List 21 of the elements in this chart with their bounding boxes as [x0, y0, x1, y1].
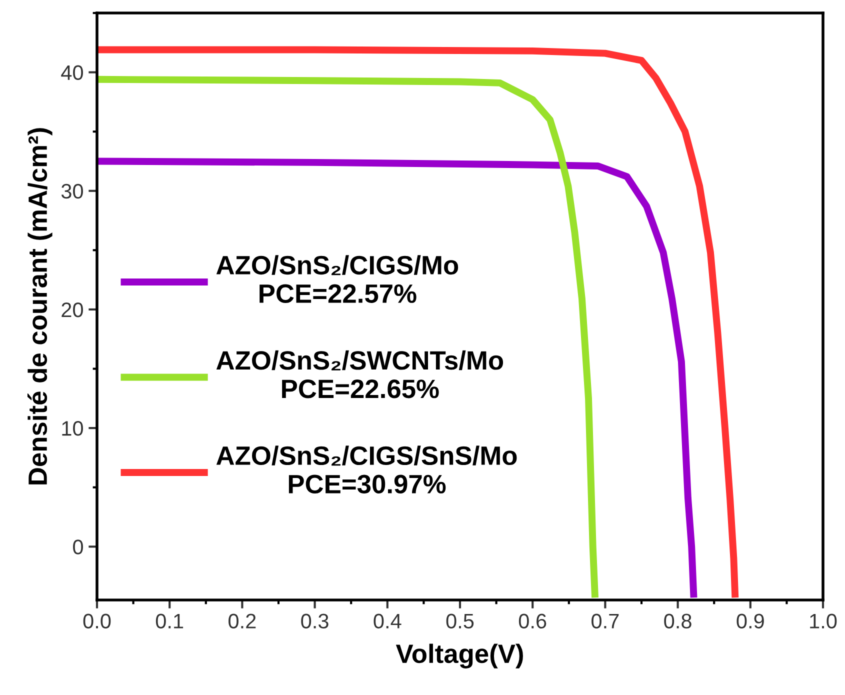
- x-tick-label: 1.0: [810, 614, 837, 628]
- x-axis-title: Voltage(V): [396, 644, 523, 668]
- x-tick-label: 0.9: [736, 614, 764, 628]
- y-tick-label: 20: [62, 302, 83, 318]
- y-tick-label: 0: [73, 540, 83, 554]
- x-tick-label: 0.4: [374, 614, 402, 628]
- x-tick-label: 0.3: [301, 614, 328, 628]
- legend-label: AZO/SnS₂/CIGS/SnS/Mo PCE=30.97%: [216, 446, 517, 494]
- y-tick-label: 10: [62, 421, 83, 436]
- legend-label: AZO/SnS₂/SWCNTs/Mo PCE=22.65%: [216, 350, 504, 398]
- x-tick-label: 0.2: [228, 614, 256, 628]
- x-tick-label: 0.7: [592, 614, 619, 628]
- x-tick-label: 0.6: [518, 614, 546, 628]
- y-axis-title: Densité de courant (mA/cm²): [27, 128, 52, 484]
- y-tick-label: 40: [61, 65, 83, 80]
- x-tick-label: 0.5: [446, 614, 474, 628]
- y-tick-label: 30: [61, 184, 83, 199]
- legend-label: AZO/SnS₂/CIGS/Mo PCE=22.57%: [216, 255, 458, 303]
- x-tick-label: 0.8: [664, 614, 692, 628]
- x-tick-label: 0.1: [156, 614, 184, 628]
- x-tick-label: 0.0: [83, 614, 111, 628]
